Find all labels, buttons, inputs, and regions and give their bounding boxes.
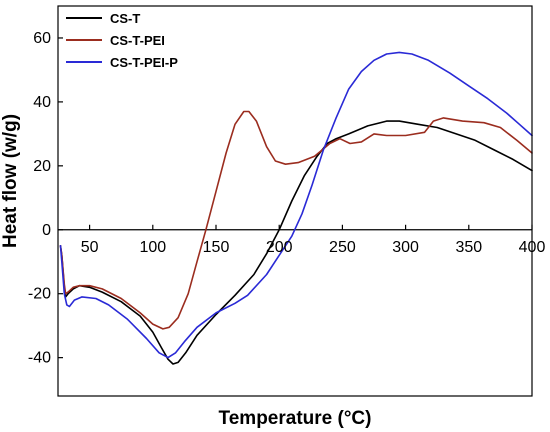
y-tick-label: 20 (33, 158, 51, 175)
x-tick-label: 400 (519, 239, 546, 256)
x-tick-label: 150 (203, 239, 230, 256)
y-axis-title: Heat flow (w/g) (0, 114, 21, 248)
y-tick-label: -20 (28, 286, 51, 303)
legend: CS-T CS-T-PEI CS-T-PEI-P (66, 11, 178, 70)
legend-label-cs-t-pei-p: CS-T-PEI-P (110, 55, 178, 70)
plot-frame (57, 5, 533, 397)
x-tick-label: 300 (392, 239, 419, 256)
y-tick-label: 0 (42, 222, 51, 239)
x-axis-title: Temperature (°C) (219, 408, 372, 429)
x-tick-label: 100 (139, 239, 166, 256)
legend-label-cs-t-pei: CS-T-PEI (110, 33, 165, 48)
y-tick-label: 40 (33, 94, 51, 111)
x-tick-label: 200 (266, 239, 293, 256)
y-tick-label: -40 (28, 350, 51, 367)
x-tick-label: 350 (455, 239, 482, 256)
legend-label-cs-t: CS-T (110, 11, 140, 26)
series-line-cs-t-pei (59, 110, 533, 330)
x-tick-label: 250 (329, 239, 356, 256)
series-line-cs-t-pei-p (59, 51, 533, 359)
y-tick-label: 60 (33, 30, 51, 47)
x-tick-label: 50 (81, 239, 99, 256)
